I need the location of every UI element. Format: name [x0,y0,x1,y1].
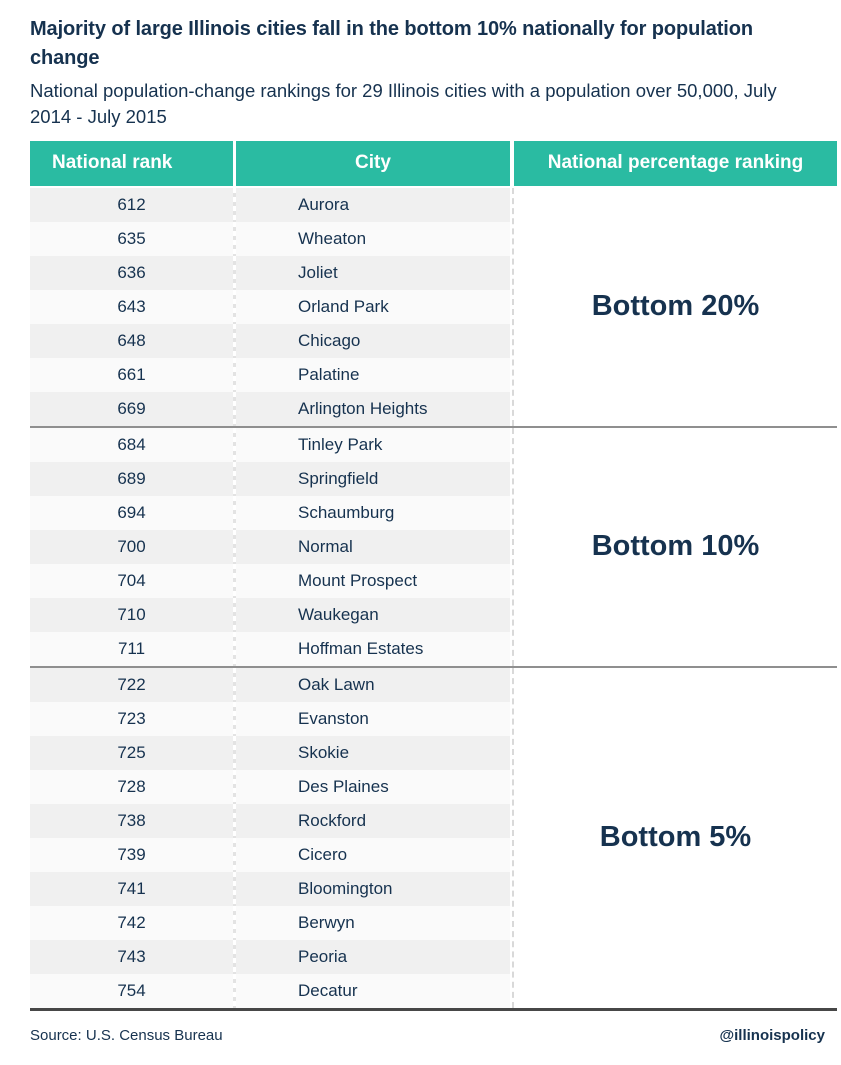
city-cell: Wheaton [233,221,510,256]
percentage-group-cell: Bottom 5% [512,667,837,1008]
headline: Majority of large Illinois cities fall i… [0,0,841,130]
twitter-handle: @illinoispolicy [719,1026,825,1044]
percentage-group-cell: Bottom 10% [512,427,837,666]
group-label: Bottom 5% [599,821,752,854]
rank-cell: 710 [30,597,233,632]
city-cell: Berwyn [233,905,510,940]
city-cell: Palatine [233,357,510,392]
ranking-group: 722 Oak Lawn 723 Evanston 725 Skokie 728 Des Pl… [30,667,837,1011]
rank-cell: 723 [30,701,233,736]
rank-cell: 742 [30,905,233,940]
group-rows: 722 Oak Lawn 723 Evanston 725 Skokie 728 Des Pl… [30,667,510,1008]
city-cell: Skokie [233,735,510,770]
ranking-group: 612 Aurora 635 Wheaton 636 Joliet 643 Orland Pa… [30,187,837,428]
group-label: Bottom 20% [591,290,760,323]
rank-cell: 741 [30,871,233,906]
rank-cell: 739 [30,837,233,872]
rank-cell: 635 [30,221,233,256]
column-header-national-rank: National rank [30,140,233,186]
page-subtitle: National population-change rankings for … [30,80,777,127]
table-row: 741 Bloomington [30,871,510,906]
table-row: 669 Arlington Heights [30,391,510,426]
city-cell: Aurora [233,187,510,222]
table-row: 723 Evanston [30,701,510,736]
rank-cell: 689 [30,461,233,496]
table-row: 722 Oak Lawn [30,667,510,702]
table-row: 635 Wheaton [30,221,510,256]
rank-cell: 684 [30,427,233,462]
column-header-national-percentage-ranking: National percentage ranking [514,140,837,186]
city-cell: Chicago [233,323,510,358]
city-cell: Peoria [233,939,510,974]
table-row: 689 Springfield [30,461,510,496]
table-row: 739 Cicero [30,837,510,872]
group-rows: 612 Aurora 635 Wheaton 636 Joliet 643 Orland Pa… [30,187,510,426]
footer: Source: U.S. Census Bureau @illinoispoli… [30,1027,825,1044]
city-cell: Orland Park [233,289,510,324]
table-row: 743 Peoria [30,939,510,974]
city-cell: Des Plaines [233,769,510,804]
city-cell: Joliet [233,255,510,290]
table-body: 612 Aurora 635 Wheaton 636 Joliet 643 Orland Pa… [30,187,837,1011]
city-cell: Waukegan [233,597,510,632]
group-rows: 684 Tinley Park 689 Springfield 694 Schaumbur… [30,427,510,666]
table-row: 694 Schaumburg [30,495,510,530]
city-cell: Mount Prospect [233,563,510,598]
rank-cell: 725 [30,735,233,770]
page-title: Majority of large Illinois cities fall i… [30,18,753,69]
table-row: 612 Aurora [30,187,510,222]
table-row: 742 Berwyn [30,905,510,940]
table-row: 636 Joliet [30,255,510,290]
rank-cell: 636 [30,255,233,290]
table-row: 700 Normal [30,529,510,564]
table-row: 684 Tinley Park [30,427,510,462]
rank-cell: 694 [30,495,233,530]
rank-cell: 743 [30,939,233,974]
ranking-group: 684 Tinley Park 689 Springfield 694 Schaumbur… [30,427,837,668]
table-row: 754 Decatur [30,973,510,1008]
city-cell: Schaumburg [233,495,510,530]
city-cell: Rockford [233,803,510,838]
rank-cell: 643 [30,289,233,324]
rank-cell: 704 [30,563,233,598]
rank-cell: 722 [30,667,233,702]
table-row: 738 Rockford [30,803,510,838]
city-cell: Cicero [233,837,510,872]
table-header: National rank City National percentage r… [30,140,837,186]
group-label: Bottom 10% [591,530,760,563]
rank-cell: 612 [30,187,233,222]
table-row: 710 Waukegan [30,597,510,632]
city-cell: Bloomington [233,871,510,906]
city-cell: Evanston [233,701,510,736]
rank-cell: 648 [30,323,233,358]
rank-cell: 669 [30,391,233,426]
city-cell: Decatur [233,973,510,1008]
table-row: 648 Chicago [30,323,510,358]
rank-cell: 754 [30,973,233,1008]
rank-cell: 661 [30,357,233,392]
city-cell: Hoffman Estates [233,631,510,666]
city-cell: Oak Lawn [233,667,510,702]
table-row: 711 Hoffman Estates [30,631,510,666]
city-cell: Springfield [233,461,510,496]
rankings-table: National rank City National percentage r… [30,140,837,1011]
rank-cell: 728 [30,769,233,804]
table-row: 725 Skokie [30,735,510,770]
rank-cell: 738 [30,803,233,838]
city-cell: Arlington Heights [233,391,510,426]
rank-cell: 711 [30,631,233,666]
table-row: 728 Des Plaines [30,769,510,804]
rank-cell: 700 [30,529,233,564]
column-header-city: City [236,140,510,186]
table-row: 661 Palatine [30,357,510,392]
table-row: 643 Orland Park [30,289,510,324]
city-cell: Normal [233,529,510,564]
table-row: 704 Mount Prospect [30,563,510,598]
source-note: Source: U.S. Census Bureau [30,1026,223,1044]
city-cell: Tinley Park [233,427,510,462]
percentage-group-cell: Bottom 20% [512,187,837,426]
